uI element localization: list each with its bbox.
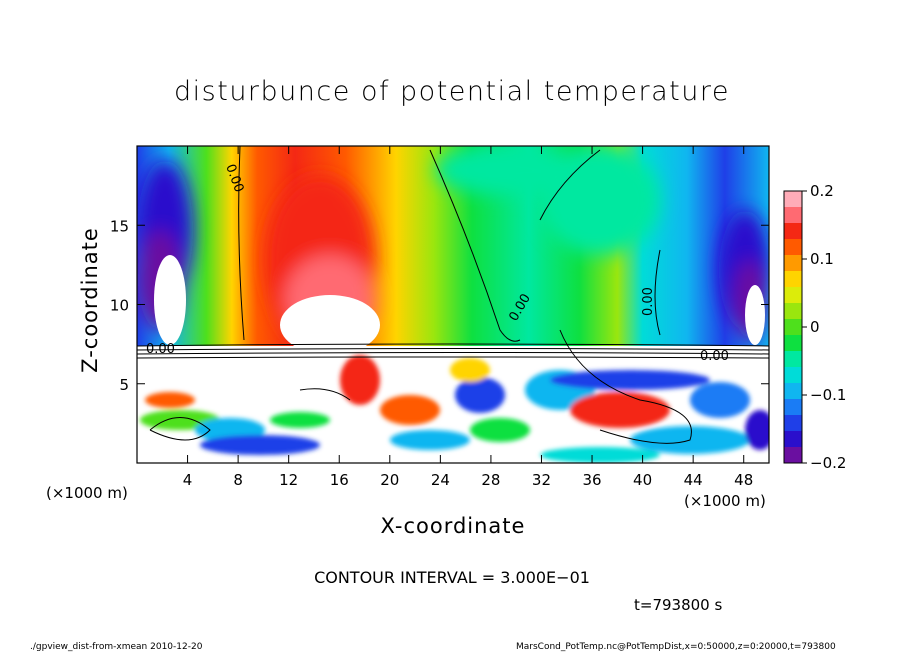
x-tick-label: 32 bbox=[532, 471, 551, 489]
chart-title: disturbunce of potential temperature bbox=[174, 76, 730, 107]
footer-left: ./gpview_dist-from-xmean 2010-12-20 bbox=[30, 642, 203, 652]
footer-right: MarsCond_PotTemp.nc@PotTempDist,x=0:5000… bbox=[516, 642, 836, 652]
x-tick-label: 16 bbox=[330, 471, 349, 489]
x-tick-label: 8 bbox=[233, 471, 243, 489]
time-label: t=793800 s bbox=[634, 596, 723, 614]
colorbar-bar bbox=[783, 190, 803, 464]
x-tick-label: 28 bbox=[481, 471, 500, 489]
y-tick-label: 15 bbox=[110, 217, 129, 235]
contour-label: 0.00 bbox=[641, 287, 656, 316]
y-tick-label: 10 bbox=[110, 297, 129, 315]
x-unit-label-right: (×1000 m) bbox=[684, 492, 766, 510]
heatmap-field bbox=[137, 146, 769, 463]
contour-label: 0.00 bbox=[700, 349, 729, 364]
colorbar-tick-label: −0.2 bbox=[810, 454, 846, 472]
x-tick-label: 4 bbox=[183, 471, 193, 489]
colorbar: 0.2 0.1 0 −0.1 −0.2 bbox=[783, 182, 846, 472]
colorbar-tick-label: 0.2 bbox=[810, 182, 834, 200]
x-tick-label: 36 bbox=[582, 471, 601, 489]
y-axis: 5 10 15 bbox=[110, 217, 769, 394]
contour-label: 0.00 bbox=[146, 342, 175, 357]
y-axis-label: Z-coordinate bbox=[78, 227, 102, 373]
x-tick-label: 24 bbox=[431, 471, 450, 489]
colorbar-tick-label: 0 bbox=[810, 318, 820, 336]
x-tick-label: 12 bbox=[279, 471, 298, 489]
x-axis: 4 8 12 16 20 24 28 32 36 40 44 48 bbox=[183, 146, 753, 489]
x-tick-label: 44 bbox=[684, 471, 703, 489]
contour-interval: CONTOUR INTERVAL = 3.000E−01 bbox=[314, 568, 590, 587]
colorbar-tick-label: −0.1 bbox=[810, 386, 846, 404]
colorbar-tick-label: 0.1 bbox=[810, 250, 834, 268]
x-tick-label: 40 bbox=[633, 471, 652, 489]
x-tick-label: 20 bbox=[380, 471, 399, 489]
x-tick-label: 48 bbox=[734, 471, 753, 489]
x-axis-label: X-coordinate bbox=[380, 514, 526, 538]
x-unit-label-left: (×1000 m) bbox=[46, 484, 128, 502]
y-tick-label: 5 bbox=[119, 376, 129, 394]
